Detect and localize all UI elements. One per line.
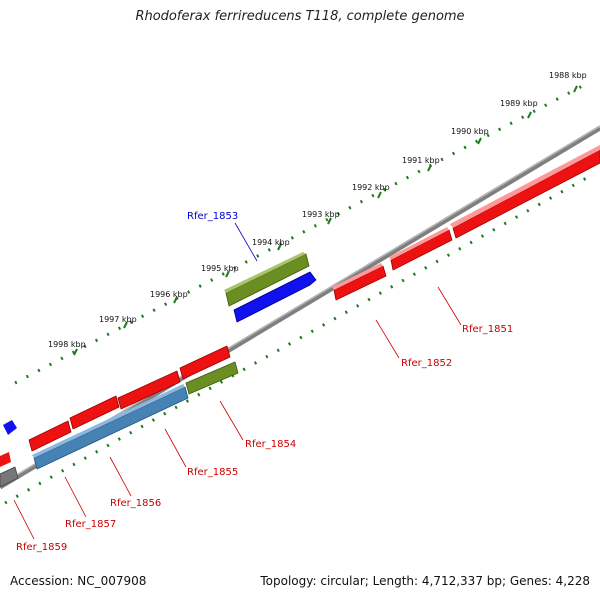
gene-labels: Rfer_1853 Rfer_1851 Rfer_1852 Rfer_1854 … xyxy=(16,211,513,553)
gene-label-rfer-1859: Rfer_1859 xyxy=(16,542,67,553)
scale-label: 1994 kbp xyxy=(252,238,290,247)
scale-label: 1988 kbp xyxy=(549,71,587,80)
gene-leader-lines xyxy=(13,222,462,540)
gene-blue-arrow[interactable] xyxy=(233,271,317,323)
scale-label: 1995 kbp xyxy=(201,264,239,273)
gene-red-mid[interactable] xyxy=(117,370,181,410)
gene-features xyxy=(0,145,600,488)
gene-rfer-1854[interactable] xyxy=(185,361,239,395)
gene-rfer-1851[interactable] xyxy=(452,149,600,239)
gene-label-rfer-1856: Rfer_1856 xyxy=(110,498,161,509)
gene-blue-small[interactable] xyxy=(3,420,17,435)
scale-label: 1997 kbp xyxy=(99,315,137,324)
gene-label-rfer-1857: Rfer_1857 xyxy=(65,519,116,530)
gene-label-rfer-1853: Rfer_1853 xyxy=(187,211,238,222)
scale-label: 1998 kbp xyxy=(48,340,86,349)
scale-label: 1993 kbp xyxy=(302,210,340,219)
gene-label-rfer-1851: Rfer_1851 xyxy=(462,324,513,335)
gene-label-rfer-1855: Rfer_1855 xyxy=(187,467,238,478)
gene-red-upper[interactable] xyxy=(179,345,231,380)
gene-label-rfer-1852: Rfer_1852 xyxy=(401,358,452,369)
major-ticks xyxy=(73,85,578,356)
map-title: Rhodoferax ferrireducens T118, complete … xyxy=(135,9,465,24)
scale-label: 1990 kbp xyxy=(451,127,489,136)
scale-label: 1989 kbp xyxy=(500,99,538,108)
scale-label: 1996 kbp xyxy=(150,290,188,299)
gene-rfer-1857[interactable] xyxy=(28,420,72,452)
gene-red-edge[interactable] xyxy=(0,452,11,467)
gene-rfer-1853[interactable] xyxy=(225,253,310,307)
gene-rfer-1859[interactable] xyxy=(0,466,19,488)
accession-text: Accession: NC_007908 xyxy=(10,574,147,588)
gene-rfer-1856[interactable] xyxy=(69,395,120,430)
genome-summary: Topology: circular; Length: 4,712,337 bp… xyxy=(260,574,590,588)
outer-scale-ticks xyxy=(14,80,591,385)
inner-scale-ticks xyxy=(4,174,591,505)
scale-labels: 1988 kbp 1989 kbp 1990 kbp 1991 kbp 1992… xyxy=(48,71,587,349)
gene-label-rfer-1854: Rfer_1854 xyxy=(245,439,296,450)
scale-label: 1992 kbp xyxy=(352,183,390,192)
scale-label: 1991 kbp xyxy=(402,156,440,165)
